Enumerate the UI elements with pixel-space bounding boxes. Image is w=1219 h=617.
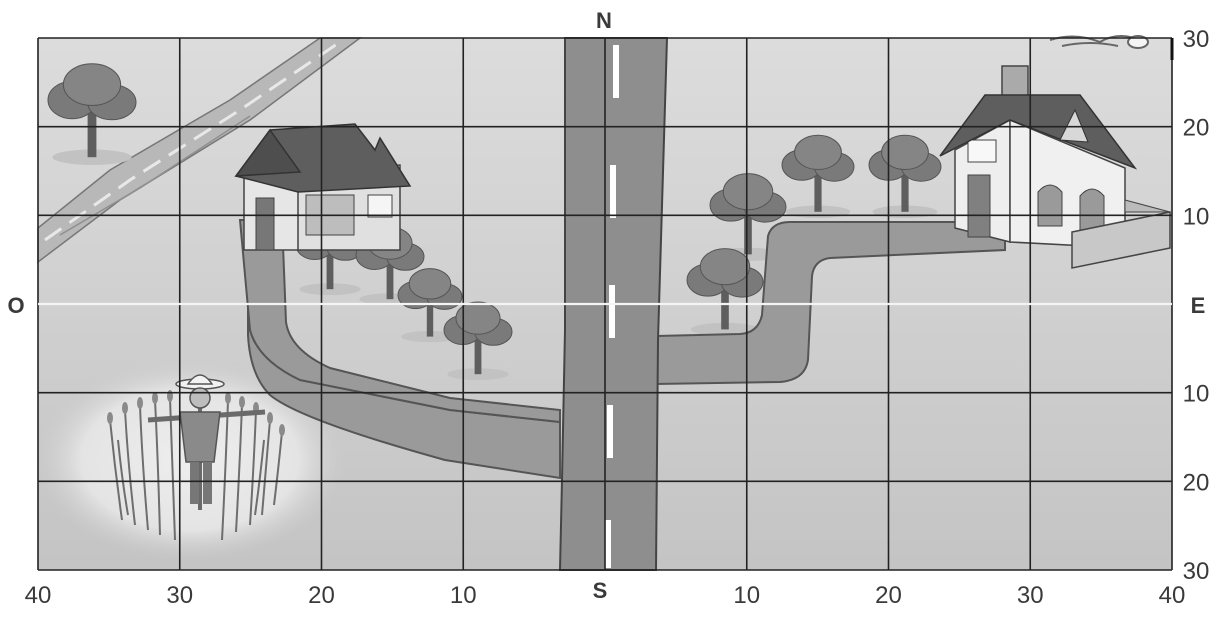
bottom-axis-ticks: 40 30 20 10 10 20 30 40 bbox=[25, 582, 1186, 609]
left-house bbox=[234, 123, 412, 251]
bottom-tick-label: 30 bbox=[166, 582, 193, 609]
right-axis-ticks: 30 20 10 10 20 30 bbox=[1183, 26, 1210, 585]
right-tick-label: 30 bbox=[1183, 558, 1210, 585]
tree-group bbox=[47, 63, 942, 381]
compass-east: E bbox=[1191, 293, 1206, 318]
tree bbox=[47, 63, 137, 165]
dirt-paths bbox=[238, 217, 1006, 480]
bottom-tick-label: 10 bbox=[450, 582, 477, 609]
cloud-doodle bbox=[1049, 35, 1149, 49]
right-tick-label: 10 bbox=[1183, 381, 1210, 408]
tree bbox=[781, 134, 855, 219]
compass-north: N bbox=[596, 8, 612, 33]
right-tick-label: 30 bbox=[1183, 26, 1210, 53]
road-center-dashes bbox=[605, 45, 619, 568]
compass-west: O bbox=[7, 293, 24, 318]
compass-south: S bbox=[593, 578, 608, 603]
tree bbox=[686, 248, 764, 337]
right-tick-label: 20 bbox=[1183, 469, 1210, 496]
bottom-tick-label: 10 bbox=[733, 582, 760, 609]
bottom-tick-label: 40 bbox=[25, 582, 52, 609]
right-tick-label: 10 bbox=[1183, 203, 1210, 230]
bottom-tick-label: 30 bbox=[1017, 582, 1044, 609]
bottom-tick-label: 40 bbox=[1159, 582, 1186, 609]
bottom-tick-label: 20 bbox=[308, 582, 335, 609]
right-tick-label: 20 bbox=[1183, 115, 1210, 142]
coordinate-grid bbox=[37, 37, 1174, 571]
bottom-tick-label: 20 bbox=[875, 582, 902, 609]
